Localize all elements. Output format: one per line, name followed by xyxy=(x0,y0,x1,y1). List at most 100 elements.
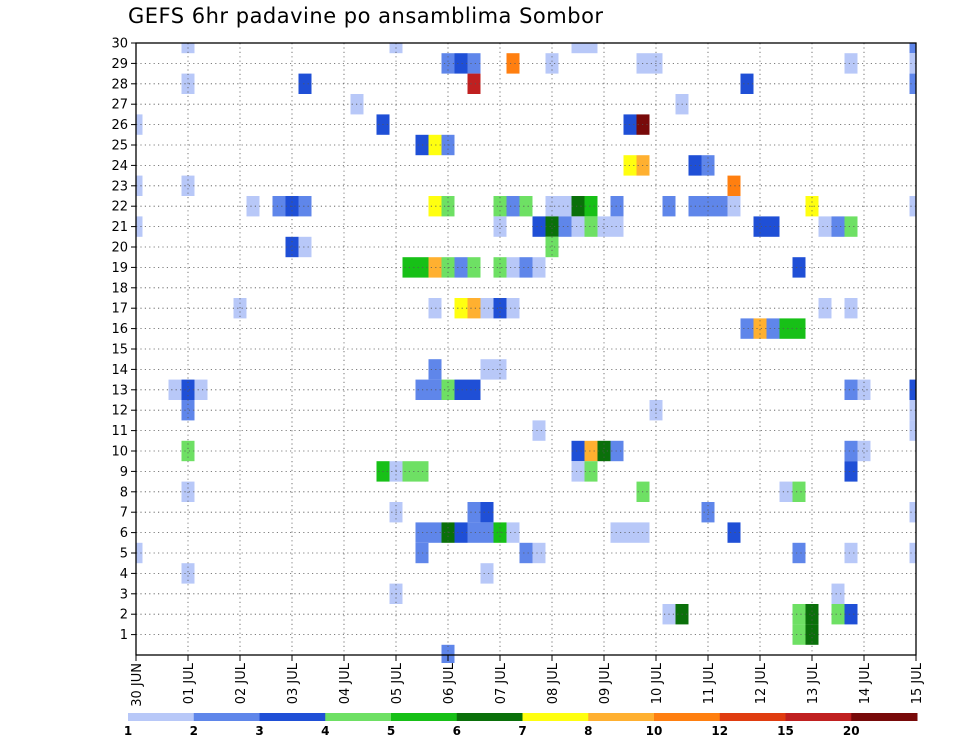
colorbar-swatch xyxy=(193,713,260,721)
colorbar-swatch xyxy=(851,713,918,721)
heatmap-cell xyxy=(467,522,481,543)
heatmap-cell xyxy=(610,196,624,217)
heatmap-cell xyxy=(805,624,819,645)
x-tick-label: 04 JUL xyxy=(338,662,353,704)
heatmap-cell xyxy=(454,379,468,400)
heatmap-cell xyxy=(857,379,871,400)
heatmap-cell xyxy=(467,379,481,400)
y-tick-label: 12 xyxy=(111,404,128,419)
colorbar-swatch xyxy=(391,713,458,721)
heatmap-cell xyxy=(571,196,585,217)
x-tick-label: 07 JUL xyxy=(494,662,509,704)
y-tick-label: 16 xyxy=(111,322,128,337)
y-tick-label: 15 xyxy=(111,343,128,358)
heatmap-cell xyxy=(909,502,916,523)
heatmap-cell xyxy=(441,53,455,74)
heatmap-cell xyxy=(792,624,806,645)
heatmap-cell xyxy=(136,216,143,237)
colorbar-swatch xyxy=(522,713,589,721)
heatmap-cell xyxy=(831,216,845,237)
y-tick-label: 2 xyxy=(120,608,128,623)
heatmap-cell xyxy=(480,298,494,319)
heatmap-cell xyxy=(467,298,481,319)
heatmap-cell xyxy=(519,257,533,278)
heatmap-cell xyxy=(428,257,442,278)
colorbar-swatch xyxy=(719,713,786,721)
heatmap-cell xyxy=(506,257,520,278)
colorbar-label: 6 xyxy=(453,724,461,738)
heatmap-cell xyxy=(136,114,143,135)
colorbar-swatch xyxy=(456,713,523,721)
heatmap-cell xyxy=(558,216,572,237)
heatmap-cell xyxy=(571,440,585,462)
heatmap-cell xyxy=(194,379,208,400)
heatmap-cell xyxy=(519,542,533,564)
y-tick-label: 6 xyxy=(120,526,128,541)
heatmap-cell xyxy=(779,481,793,502)
x-tick-label: 14 JUL xyxy=(858,662,873,704)
heatmap-cell xyxy=(558,196,572,217)
y-tick-label: 20 xyxy=(111,241,128,256)
x-tick-label: 11 JUL xyxy=(702,662,717,704)
heatmap-cell xyxy=(480,359,494,380)
y-tick-label: 25 xyxy=(111,139,128,154)
heatmap-cell xyxy=(766,216,780,237)
heatmap-cell xyxy=(441,522,455,543)
heatmap-cell xyxy=(610,440,624,462)
heatmap-cell xyxy=(727,522,741,543)
heatmap-cell xyxy=(740,318,754,339)
heatmap-cell xyxy=(792,604,806,625)
y-tick-label: 9 xyxy=(120,465,128,480)
x-tick-label: 10 JUL xyxy=(650,662,665,704)
heatmap-cell xyxy=(480,563,494,584)
y-tick-label: 23 xyxy=(111,179,128,194)
heatmap-cell xyxy=(285,236,299,258)
heatmap-cell xyxy=(909,420,916,441)
heatmap-cell xyxy=(727,175,741,196)
heatmap-cell xyxy=(844,461,858,482)
heatmap-cell xyxy=(454,53,468,74)
colorbar-label: 10 xyxy=(646,724,663,738)
heatmap-cell xyxy=(480,502,494,523)
heatmap-cell xyxy=(519,196,533,217)
colorbar-label: 8 xyxy=(584,724,592,738)
y-tick-label: 5 xyxy=(120,547,128,562)
heatmap-cell xyxy=(428,379,442,400)
heatmap-cell xyxy=(441,644,455,663)
heatmap-cell xyxy=(584,461,598,482)
heatmap-cell xyxy=(571,461,585,482)
heatmap-cell xyxy=(818,216,832,237)
heatmap-cell xyxy=(584,216,598,237)
heatmap-cell xyxy=(792,481,806,502)
heatmap-cell xyxy=(181,379,195,400)
colorbar-label: 7 xyxy=(518,724,526,738)
y-tick-label: 1 xyxy=(120,628,128,643)
heatmap-cell xyxy=(844,379,858,400)
heatmap-cell xyxy=(454,298,468,319)
heatmap-cell xyxy=(532,216,546,237)
heatmap-cell xyxy=(506,298,520,319)
heatmap-cell xyxy=(844,604,858,625)
heatmap-cell xyxy=(467,53,481,74)
heatmap-cell xyxy=(181,481,195,502)
x-tick-label: 05 JUL xyxy=(390,662,405,704)
heatmap-cell xyxy=(909,43,916,54)
heatmap-cell xyxy=(454,257,468,278)
heatmap-cell xyxy=(480,522,494,543)
x-tick-label: 15 JUL xyxy=(910,662,925,704)
colorbar-label: 4 xyxy=(321,724,329,738)
heatmap-cell xyxy=(909,542,916,564)
heatmap-cell xyxy=(181,400,195,421)
heatmap-cell xyxy=(181,563,195,584)
y-tick-label: 17 xyxy=(111,302,128,317)
colorbar-label: 3 xyxy=(255,724,263,738)
x-tick-label: 12 JUL xyxy=(754,662,769,704)
heatmap-cell xyxy=(506,53,520,74)
heatmap-cell xyxy=(584,440,598,462)
heatmap-cell xyxy=(428,298,442,319)
x-tick-label: 13 JUL xyxy=(806,662,821,704)
heatmap-cell xyxy=(844,298,858,319)
colorbar-label: 5 xyxy=(387,724,395,738)
heatmap-cell xyxy=(831,604,845,625)
